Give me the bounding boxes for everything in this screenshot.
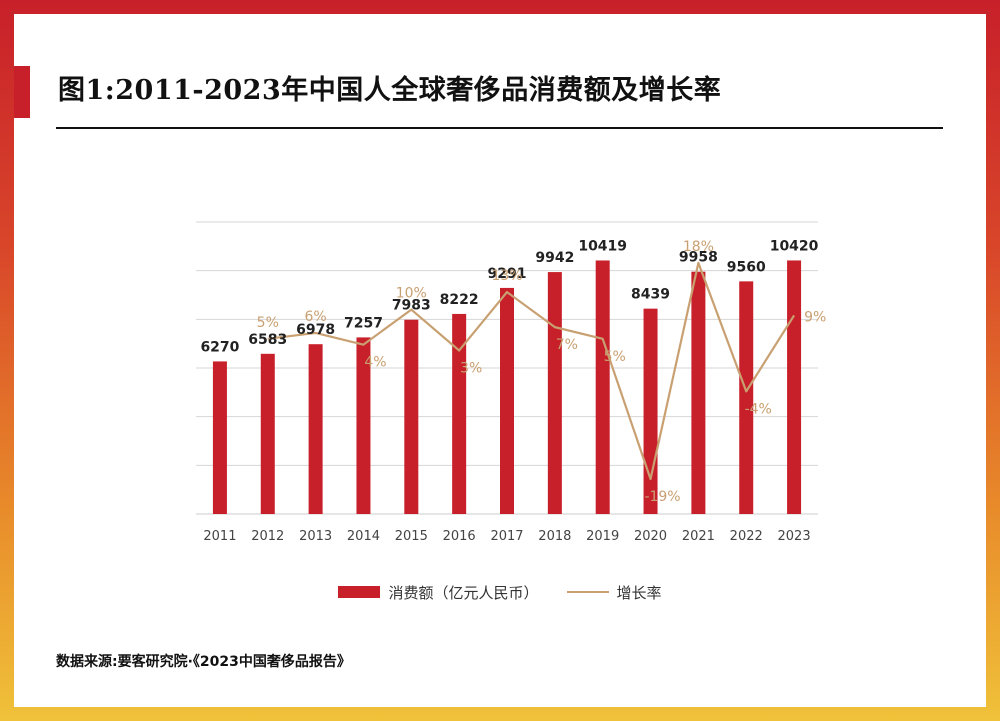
chart-panel: 图1:2011-2023年中国人全球奢侈品消费额及增长率 6270 6583 697… [14, 14, 986, 707]
bar-value-label-2014: 7257 [344, 315, 383, 331]
bar-value-label-2017: 9291 [488, 266, 527, 282]
x-tick-label-2020: 2020 [634, 529, 667, 544]
x-tick-label-2019: 2019 [586, 529, 619, 544]
rate-label-2017: 13% [491, 268, 522, 284]
bar-2013 [308, 344, 323, 514]
chart-title: 图1:2011-2023年中国人全球奢侈品消费额及增长率 [58, 75, 722, 106]
bar-value-label-2011: 6270 [200, 339, 239, 355]
bar-value-label-2022: 9560 [727, 259, 766, 275]
bar-2020 [643, 308, 658, 514]
legend-swatch-line [566, 591, 609, 593]
rate-label-2013: 6% [305, 309, 327, 325]
x-tick-label-2011: 2011 [203, 529, 236, 544]
x-tick-label-2012: 2012 [251, 529, 284, 544]
rate-label-2019: 5% [604, 349, 626, 365]
bar-2021 [691, 271, 706, 514]
bar-2017 [500, 287, 514, 514]
rate-label-2020: -19% [644, 489, 680, 505]
x-tick-label-2014: 2014 [347, 529, 380, 544]
rate-label-2016: 3% [460, 360, 482, 376]
legend-label-line: 增长率 [616, 583, 662, 602]
growth-rate-line [267, 261, 796, 481]
rate-label-2018: 7% [556, 337, 578, 353]
rate-label-2022: -4% [745, 401, 772, 417]
bar-2022 [739, 281, 754, 514]
x-tick-label-2023: 2023 [778, 529, 811, 544]
legend-item-line: 增长率 [566, 582, 662, 603]
rate-label-2021: 18% [683, 239, 714, 255]
bar-2019 [595, 260, 610, 514]
bar-2018 [547, 272, 562, 514]
x-tick-label-2018: 2018 [538, 529, 571, 544]
rate-label-2012: 5% [257, 315, 279, 331]
bar-2023 [787, 260, 802, 514]
chart-legend: 消费额（亿元人民币） 增长率 [14, 579, 986, 605]
bar-value-label-2021: 9958 [679, 250, 718, 266]
bar-value-label-2013: 6978 [296, 322, 335, 338]
title-accent-bar [14, 66, 30, 118]
legend-label-bar: 消费额（亿元人民币） [388, 583, 539, 602]
title-underline [56, 127, 943, 129]
rate-label-2023: 9% [804, 309, 826, 325]
bar-2012 [260, 353, 275, 514]
legend-item-bar: 消费额（亿元人民币） [338, 582, 539, 603]
bar-value-label-2018: 9942 [535, 250, 574, 266]
x-tick-label-2013: 2013 [299, 529, 332, 544]
bar-value-label-2012: 6583 [248, 332, 287, 348]
x-tick-label-2015: 2015 [395, 529, 428, 544]
bar-value-label-2020: 8439 [631, 287, 670, 303]
bar-2011 [212, 361, 227, 514]
x-tick-label-2016: 2016 [443, 529, 476, 544]
x-tick-label-2021: 2021 [682, 529, 715, 544]
bar-value-label-2019: 10419 [578, 238, 627, 254]
rate-label-2014: 4% [364, 355, 386, 371]
bar-value-label-2016: 8222 [440, 292, 479, 308]
data-source: 数据来源:要客研究院·《2023中国奢侈品报告》 [56, 654, 351, 670]
bar-2015 [404, 319, 419, 514]
bar-value-label-2023: 10420 [770, 238, 819, 254]
bar-2016 [452, 313, 467, 514]
bar-2014 [356, 337, 371, 514]
bar-value-label-2015: 7983 [392, 298, 431, 314]
x-tick-label-2017: 2017 [490, 529, 523, 544]
legend-swatch-bar [338, 586, 381, 598]
rate-label-2015: 10% [396, 286, 427, 302]
x-tick-label-2022: 2022 [730, 529, 763, 544]
